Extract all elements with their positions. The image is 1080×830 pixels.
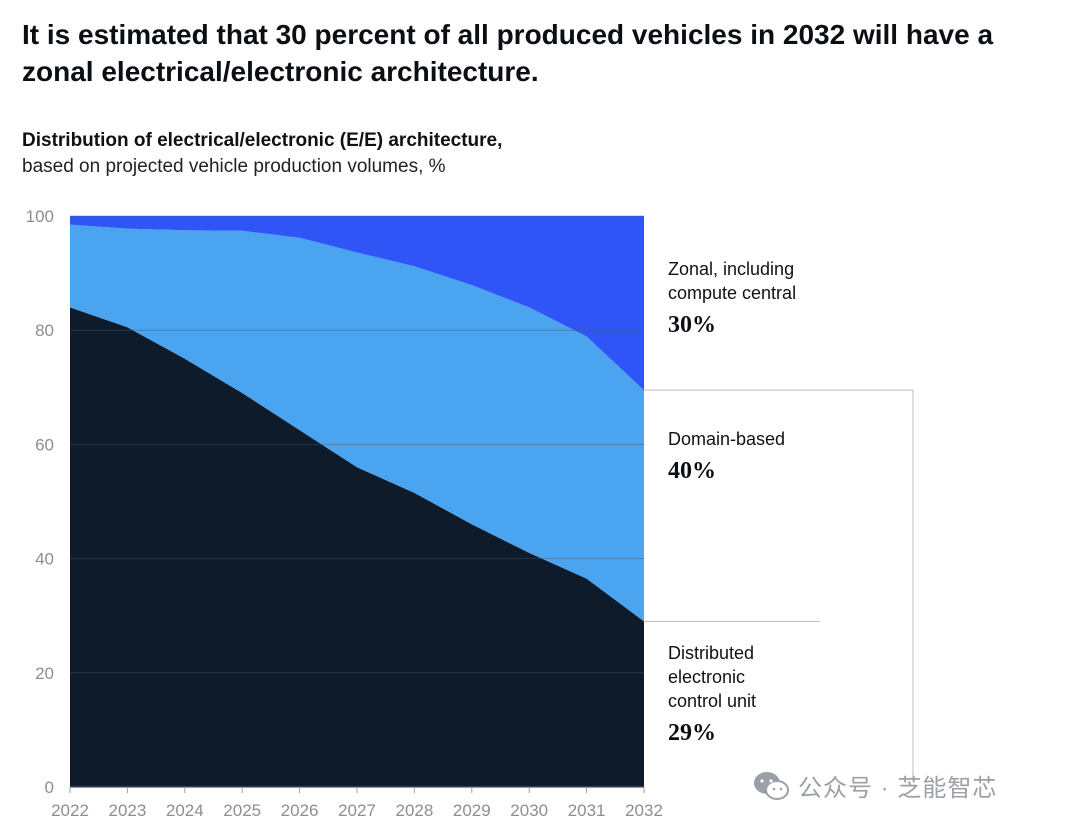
x-tick-2022: 2022 (51, 801, 89, 820)
legend-domain-value: 40% (668, 458, 716, 484)
y-tick-40: 40 (35, 550, 54, 569)
legend-zonal: Zonal, including compute central 30% (668, 257, 796, 337)
legend-zonal-value: 30% (668, 312, 716, 338)
legend-distributed-label-2: electronic (668, 667, 746, 687)
x-tick-2031: 2031 (568, 801, 606, 820)
legend-zonal-label-1: Zonal, including (668, 259, 795, 279)
y-tick-80: 80 (35, 321, 54, 340)
legend-distributed-value: 29% (668, 720, 716, 746)
legend-distributed: Distributed electronic control unit 29% (668, 641, 756, 745)
chart-subtitle-normal: based on projected vehicle production vo… (22, 156, 446, 177)
area-domain-based (70, 224, 644, 622)
leader-line-domain (644, 389, 914, 780)
legend-distributed-label-3: control unit (668, 691, 757, 711)
legend-distributed-label-1: Distributed (668, 643, 755, 663)
x-tick-2032: 2032 (625, 801, 663, 820)
area-distributed (70, 307, 644, 787)
watermark: 公众号 · 芝能智芯 (752, 768, 997, 803)
x-tick-2028: 2028 (395, 801, 433, 820)
headline: It is estimated that 30 percent of all p… (22, 19, 994, 87)
x-tick-2026: 2026 (281, 801, 319, 820)
legend-zonal-label-2: compute central (668, 283, 797, 303)
x-tick-2025: 2025 (223, 801, 261, 820)
chart-subtitle-bold: Distribution of electrical/electronic (E… (22, 130, 503, 151)
x-tick-2024: 2024 (166, 801, 204, 820)
y-tick-100: 100 (26, 207, 54, 226)
x-tick-2029: 2029 (453, 801, 491, 820)
legend-domain: Domain-based 40% (668, 427, 785, 483)
area-zonal (70, 216, 644, 391)
y-tick-20: 20 (35, 664, 54, 683)
legend-domain-label: Domain-based (668, 429, 786, 449)
y-tick-0: 0 (45, 778, 54, 797)
chart-subtitle: Distribution of electrical/electronic (E… (22, 128, 502, 180)
watermark-text: 公众号 · 芝能智芯 (798, 775, 998, 802)
x-tick-2030: 2030 (510, 801, 548, 820)
x-tick-2023: 2023 (108, 801, 146, 820)
wechat-icon (754, 771, 789, 800)
y-tick-60: 60 (35, 435, 54, 454)
x-tick-2027: 2027 (338, 801, 376, 820)
